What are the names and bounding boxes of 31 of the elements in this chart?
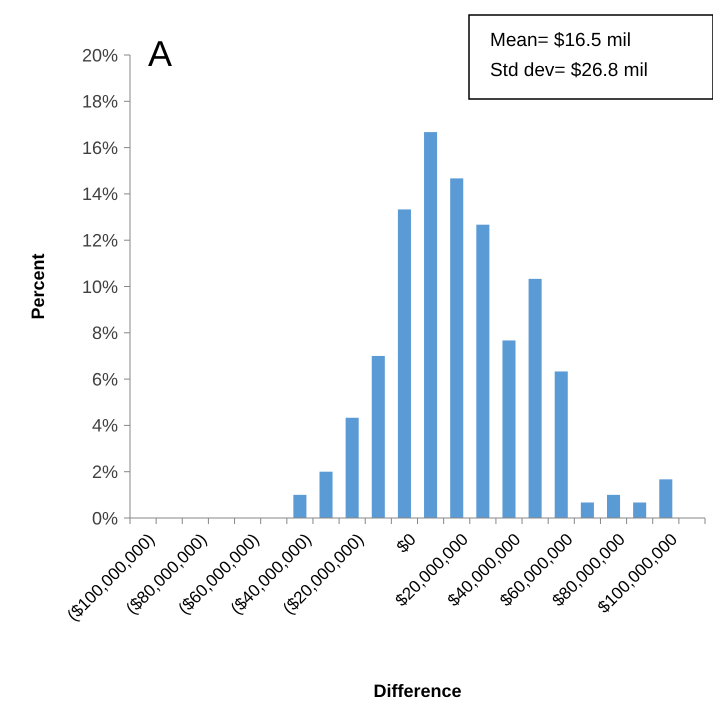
bar <box>293 494 306 518</box>
y-tick-label: 0% <box>92 508 118 528</box>
bar <box>528 278 542 518</box>
bar <box>424 132 438 518</box>
text: Mean= $16.5 mil <box>490 30 631 51</box>
bar <box>659 479 672 518</box>
bar <box>580 502 594 518</box>
bar <box>606 494 620 518</box>
y-tick-label: 20% <box>82 45 118 66</box>
bar <box>398 209 411 518</box>
bar <box>554 371 568 518</box>
y-tick-label: 6% <box>92 369 118 390</box>
bar <box>502 340 516 518</box>
y-tick-label: 18% <box>82 92 118 112</box>
y-tick-label: 12% <box>82 230 118 250</box>
bar <box>346 418 359 518</box>
x-axis-title: Difference <box>373 681 462 701</box>
bar <box>319 472 333 518</box>
bar <box>372 356 385 518</box>
y-tick-label: 4% <box>92 416 118 436</box>
y-axis-title: Percent <box>28 253 48 320</box>
annotation: A <box>148 33 172 74</box>
y-tick-label: 8% <box>92 323 118 344</box>
y-tick-label: 14% <box>82 184 118 204</box>
annotation: Std dev= $26.8 mil <box>490 60 648 81</box>
bar <box>633 502 646 518</box>
y-tick-label: 2% <box>92 462 118 482</box>
bar <box>450 178 464 518</box>
bar <box>476 224 490 518</box>
y-tick-label: 16% <box>82 138 118 158</box>
y-tick-label: 10% <box>82 276 118 297</box>
